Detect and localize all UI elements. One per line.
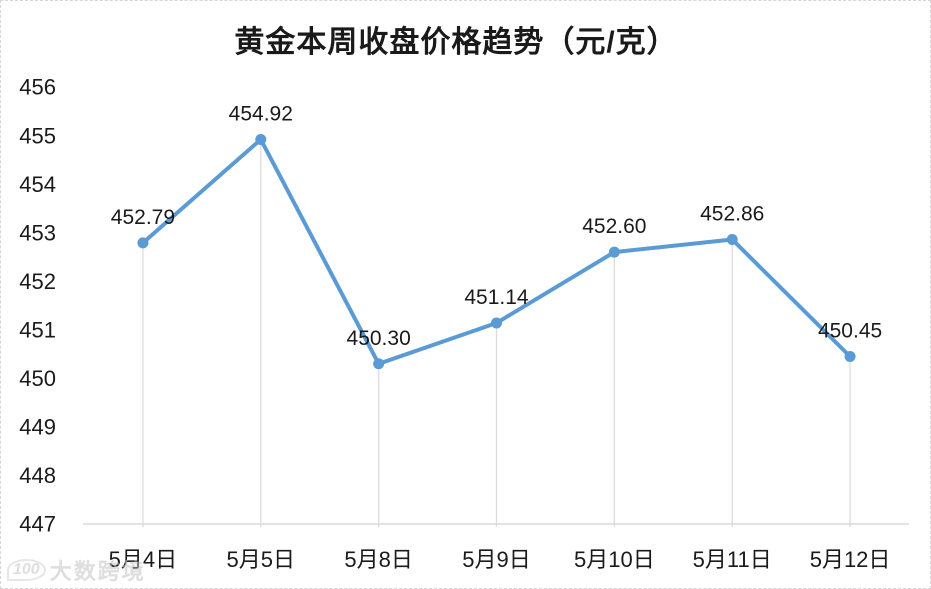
chart-title: 黄金本周收盘价格趋势（元/克） (234, 26, 678, 59)
y-tick-label: 452 (19, 269, 56, 294)
x-tick-label: 5月10日 (574, 547, 655, 572)
data-point-marker (491, 317, 502, 329)
data-label: 454.92 (229, 102, 293, 125)
y-tick-label: 455 (19, 123, 56, 148)
data-point-marker (844, 350, 856, 362)
y-tick-label: 454 (19, 172, 56, 197)
y-tick-label: 447 (19, 512, 56, 537)
data-label: 450.45 (818, 319, 882, 342)
data-label: 452.79 (111, 206, 175, 229)
data-label: 452.86 (700, 202, 764, 225)
y-tick-label: 448 (19, 463, 56, 488)
x-tick-label: 5月12日 (810, 547, 891, 572)
y-tick-label: 450 (19, 366, 56, 391)
data-label: 452.60 (582, 215, 646, 238)
y-tick-label: 456 (19, 75, 56, 100)
y-tick-label: 451 (19, 317, 56, 342)
x-tick-label: 5月5日 (227, 547, 295, 572)
data-label: 450.30 (347, 327, 411, 350)
y-tick-label: 453 (19, 220, 56, 245)
data-point-marker (608, 246, 620, 258)
x-tick-label: 5月9日 (462, 547, 530, 572)
data-point-marker (373, 358, 385, 370)
data-point-marker (255, 133, 267, 145)
y-tick-label: 449 (19, 415, 56, 440)
x-tick-label: 5月4日 (109, 547, 177, 572)
x-tick-label: 5月11日 (693, 547, 772, 572)
data-point-marker (726, 233, 738, 245)
x-tick-label: 5月8日 (344, 547, 412, 572)
data-label: 451.14 (464, 286, 529, 309)
data-point-marker (137, 237, 149, 249)
